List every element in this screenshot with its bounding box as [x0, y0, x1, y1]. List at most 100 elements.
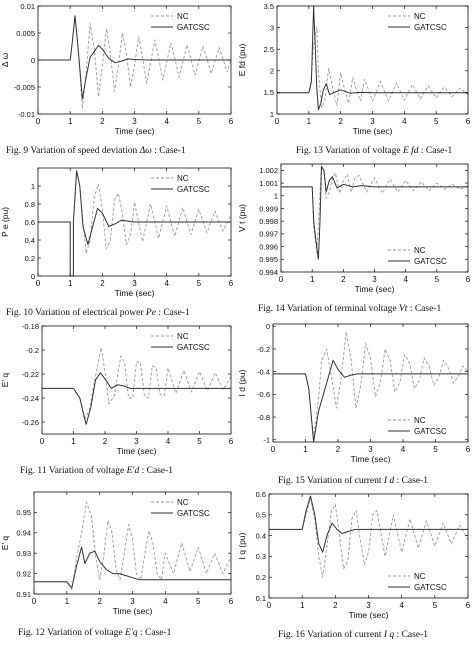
fig13-ytick-label: 3: [270, 23, 274, 32]
fig10-ytick-label: 0.6: [25, 218, 35, 227]
fig14-xtick-label: 0: [279, 275, 284, 284]
fig14-ytick-label: 1: [274, 192, 278, 201]
fig10-ylabel: P e (pu): [0, 207, 10, 237]
fig10-xtick-label: 6: [229, 279, 234, 288]
fig14-series-gatcsc-line: [281, 166, 468, 260]
fig15-series-nc-line: [273, 331, 469, 438]
fig14-ytick-label: 1.002: [259, 166, 278, 175]
fig12-xtick-label: 1: [65, 597, 70, 606]
caption-fig15-symbol: I d: [383, 476, 395, 486]
caption-fig12: Fig. 12 Variation of voltage E′q : Case-…: [18, 628, 171, 638]
fig9-series-nc-line: [38, 15, 232, 110]
fig14-ytick-label: 0.997: [259, 230, 278, 239]
fig15-ytick-label: 0: [266, 322, 270, 331]
fig14-plot-frame: [280, 163, 469, 273]
chart-fig16: 0 1 2 3 4 5 6 0.1 0.2 0.3 0.4 0.5 0.6 Time (sec) I q (…: [237, 490, 474, 622]
fig16-series-gatcsc-line: [269, 495, 468, 553]
fig16-xtick-label: 5: [433, 601, 438, 610]
fig16-ytick-label: 0.3: [256, 552, 266, 561]
fig15-ytick-label: -0.4: [257, 367, 270, 376]
fig9-xtick-label: 1: [68, 117, 73, 126]
fig15-xtick-label: 4: [401, 445, 406, 454]
chart-fig15: 0 1 2 3 4 5 6 -1 -0.8 -0.6 -0.4 -0.2 0 Time (sec) I d …: [237, 318, 474, 468]
caption-fig12-tail: : Case-1: [137, 628, 172, 638]
fig12-series-nc-line: [34, 501, 232, 591]
fig9-ytick-label: 0: [31, 56, 35, 65]
fig9-xtick-label: 2: [100, 117, 105, 126]
fig11-xlabel: Time (sec): [117, 446, 157, 456]
fig9-xtick-label: 3: [132, 117, 137, 126]
fig10-ytick-label: 0.8: [25, 200, 35, 209]
fig15-xtick-label: 6: [466, 445, 471, 454]
fig9-series-gatcsc-line: [38, 15, 231, 100]
fig15-xtick-label: 1: [303, 445, 308, 454]
fig13-xtick-label: 4: [402, 117, 407, 126]
fig15-ytick-label: -1: [263, 436, 270, 445]
caption-fig13-tail: : Case-1: [418, 146, 453, 156]
fig9-legend-label-gatcsc: GATCSC: [177, 23, 210, 32]
caption-fig12-text: Fig. 12 Variation of voltage: [18, 628, 125, 638]
fig12-ytick-label: 0.95: [16, 508, 31, 517]
fig10-ytick-label: 0: [31, 272, 35, 281]
fig14-xtick-label: 2: [341, 275, 346, 284]
caption-fig9-text: Fig. 9 Variation of speed deviation: [6, 146, 140, 156]
fig16-xtick-label: 0: [267, 601, 272, 610]
fig12-plot-frame: [33, 491, 232, 595]
fig9-xtick-label: 6: [229, 117, 234, 126]
caption-fig15-text: Fig. 15 Variation of current: [278, 476, 384, 486]
fig12-xtick-label: 2: [97, 597, 102, 606]
fig10-xtick-label: 4: [164, 279, 169, 288]
caption-fig11-tail: : Case-1: [139, 466, 174, 476]
fig9-ylabel: Δ ω: [0, 53, 10, 68]
fig11-svg: 0 1 2 3 4 5 6 -0.26 -0.24 -0.22 -0.2 -0.18 Time (sec…: [0, 322, 234, 456]
fig11-ytick-label: -0.2: [26, 346, 39, 355]
fig12-ytick-label: 0.94: [16, 529, 31, 538]
caption-fig15-tail: : Case-1: [394, 476, 428, 486]
fig15-plot-frame: [272, 323, 469, 443]
fig13-ylabel: E fd (pu): [237, 44, 247, 77]
fig9-ytick-label: -0.005: [14, 83, 35, 92]
fig15-legend-label-gatcsc: GATCSC: [414, 427, 447, 436]
caption-fig10-text: Fig. 10 Variation of electrical power: [6, 308, 146, 318]
fig16-series-nc-line: [269, 497, 469, 578]
fig9-xtick-label: 5: [197, 117, 202, 126]
caption-fig14-symbol: Vt: [398, 304, 408, 314]
fig12-xlabel: Time (sec): [113, 606, 153, 616]
caption-fig16-tail: : Case-1: [394, 630, 428, 640]
fig12-ytick-label: 0.93: [16, 549, 31, 558]
caption-fig11-symbol: E′d: [126, 466, 140, 476]
fig16-ylabel: I q (pu): [237, 532, 247, 559]
fig11-legend-label-gatcsc: GATCSC: [177, 343, 210, 352]
caption-fig14-tail: : Case-1: [407, 304, 442, 314]
fig12-xtick-label: 5: [196, 597, 201, 606]
fig10-xtick-label: 1: [68, 279, 73, 288]
fig9-xtick-label: 4: [164, 117, 169, 126]
caption-fig13-symbol: E fd: [402, 146, 419, 156]
fig14-legend-label-nc: NC: [414, 246, 426, 255]
fig15-ytick-label: -0.8: [257, 413, 270, 422]
fig15-svg: 0 1 2 3 4 5 6 -1 -0.8 -0.6 -0.4 -0.2 0 Time (sec) I d …: [237, 322, 471, 464]
fig9-xtick-label: 0: [36, 117, 41, 126]
fig15-xtick-label: 2: [336, 445, 341, 454]
fig14-svg: 0 1 2 3 4 5 6 0.994 0.995 0.996 0.997 0.998 0.999 1 1.…: [237, 163, 471, 294]
fig14-xtick-label: 5: [435, 275, 440, 284]
fig16-ytick-label: 0.2: [256, 573, 266, 582]
caption-fig13-text: Fig. 13 Variation of voltage: [296, 146, 403, 156]
fig13-xlabel: Time (sec): [353, 126, 393, 136]
fig14-ytick-label: 1.001: [259, 179, 278, 188]
fig9-ytick-label: 0.005: [16, 29, 35, 38]
fig16-ytick-label: 0.1: [256, 594, 266, 603]
fig14-ylabel: V t (pu): [237, 204, 247, 232]
fig14-xtick-label: 6: [466, 275, 471, 284]
caption-fig9-tail: : Case-1: [151, 146, 186, 156]
fig12-ytick-label: 0.92: [16, 569, 31, 578]
fig16-ytick-label: 0.5: [256, 511, 266, 520]
fig9-ytick-label: 0.01: [20, 2, 35, 11]
fig11-xtick-label: 0: [40, 437, 45, 446]
fig15-xtick-label: 3: [368, 445, 373, 454]
fig12-legend-label-nc: NC: [177, 498, 189, 507]
caption-fig12-symbol: E′q: [124, 628, 138, 638]
fig13-legend-label-nc: NC: [414, 12, 426, 21]
fig16-ytick-label: 0.4: [256, 531, 266, 540]
fig15-ytick-label: -0.2: [257, 345, 270, 354]
